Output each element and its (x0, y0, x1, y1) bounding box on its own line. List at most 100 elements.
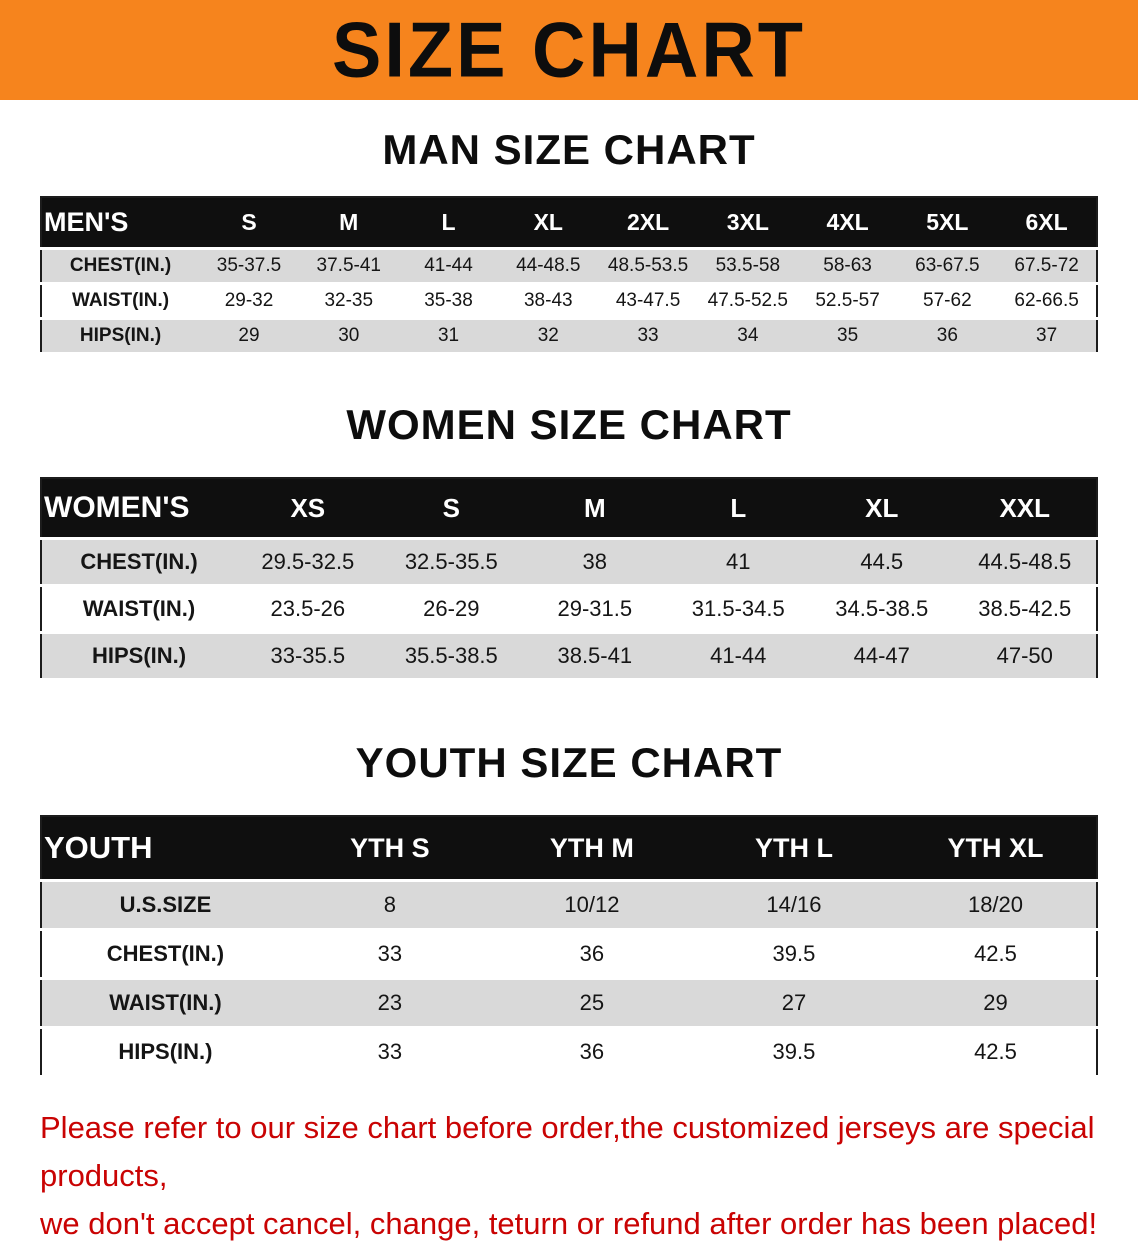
size-value: 35 (797, 318, 898, 355)
banner-title: SIZE CHART (332, 5, 806, 94)
table-title-cell: MEN'S (41, 197, 200, 250)
table-row: WAIST(IN.) 29-32 32-35 35-38 38-43 43-47.5 47.… (41, 283, 1097, 320)
row-label: U.S.SIZE (41, 880, 289, 931)
table-row: CHEST(IN.) 29.5-32.5 32.5-35.5 38 41 44.5 44.5… (41, 538, 1097, 587)
size-value: 35-37.5 (199, 248, 299, 285)
size-value: 42.5 (894, 929, 1097, 980)
youth-size-table: YOUTH YTH S YTH M YTH L YTH XL U.S.SIZE 8 10/12… (40, 815, 1098, 1078)
table-title-cell: WOMEN'S (41, 478, 237, 540)
row-label: HIPS(IN.) (41, 318, 200, 355)
size-value: 33 (288, 929, 491, 980)
size-chart-banner: SIZE CHART (0, 0, 1138, 100)
size-value: 44-47 (810, 632, 954, 681)
size-column-header: 6XL (997, 197, 1097, 250)
table-row: CHEST(IN.) 33 36 39.5 42.5 (41, 929, 1097, 980)
size-value: 62-66.5 (997, 283, 1097, 320)
size-value: 38.5-41 (523, 632, 667, 681)
row-label: CHEST(IN.) (41, 248, 200, 285)
size-value: 38.5-42.5 (953, 585, 1097, 634)
size-value: 41-44 (666, 632, 811, 681)
size-column-header: YTH XL (894, 816, 1097, 882)
row-label: HIPS(IN.) (41, 1027, 289, 1078)
size-column-header: XL (498, 197, 599, 250)
table-row: WAIST(IN.) 23 25 27 29 (41, 978, 1097, 1029)
table-header-row: MEN'S S M L XL 2XL 3XL 4XL 5XL 6XL (41, 197, 1097, 250)
size-value: 53.5-58 (697, 248, 798, 285)
size-column-header: YTH S (288, 816, 491, 882)
size-value: 41 (666, 538, 811, 587)
disclaimer-note: Please refer to our size chart before or… (40, 1104, 1100, 1248)
men-size-table: MEN'S S M L XL 2XL 3XL 4XL 5XL 6XL CHEST(IN.) 35-37… (40, 196, 1098, 355)
size-value: 29 (894, 978, 1097, 1029)
size-value: 42.5 (894, 1027, 1097, 1078)
size-value: 67.5-72 (997, 248, 1097, 285)
table-row: CHEST(IN.) 35-37.5 37.5-41 41-44 44-48.5 48.5… (41, 248, 1097, 285)
size-column-header: M (298, 197, 399, 250)
size-value: 36 (897, 318, 998, 355)
size-value: 63-67.5 (897, 248, 998, 285)
size-value: 47-50 (953, 632, 1097, 681)
size-value: 34.5-38.5 (810, 585, 954, 634)
row-label: WAIST(IN.) (41, 585, 237, 634)
size-column-header: 3XL (697, 197, 798, 250)
size-value: 14/16 (692, 880, 895, 931)
size-value: 8 (288, 880, 491, 931)
row-label: HIPS(IN.) (41, 632, 237, 681)
size-column-header: 2XL (598, 197, 698, 250)
table-title-cell: YOUTH (41, 816, 289, 882)
size-value: 29.5-32.5 (236, 538, 380, 587)
size-value: 44-48.5 (498, 248, 599, 285)
size-value: 58-63 (797, 248, 898, 285)
size-value: 27 (692, 978, 895, 1029)
table-header-row: WOMEN'S XS S M L XL XXL (41, 478, 1097, 540)
row-label: CHEST(IN.) (41, 538, 237, 587)
table-row: HIPS(IN.) 33 36 39.5 42.5 (41, 1027, 1097, 1078)
size-value: 33-35.5 (236, 632, 380, 681)
size-value: 30 (298, 318, 399, 355)
men-section-heading: MAN SIZE CHART (382, 126, 756, 173)
size-value: 26-29 (379, 585, 524, 634)
size-column-header: XXL (953, 478, 1097, 540)
size-column-header: S (199, 197, 299, 250)
size-value: 31.5-34.5 (666, 585, 811, 634)
disclaimer-line-1: Please refer to our size chart before or… (40, 1110, 1095, 1194)
size-value: 36 (490, 929, 693, 980)
size-value: 35-38 (398, 283, 499, 320)
size-value: 39.5 (692, 929, 895, 980)
size-column-header: M (523, 478, 667, 540)
size-value: 31 (398, 318, 499, 355)
size-value: 37.5-41 (298, 248, 399, 285)
size-column-header: 5XL (897, 197, 998, 250)
size-value: 41-44 (398, 248, 499, 285)
youth-section-heading: YOUTH SIZE CHART (355, 739, 783, 786)
size-column-header: 4XL (797, 197, 898, 250)
row-label: WAIST(IN.) (41, 978, 289, 1029)
size-value: 33 (288, 1027, 491, 1078)
size-column-header: YTH L (692, 816, 895, 882)
size-value: 35.5-38.5 (379, 632, 524, 681)
size-value: 23.5-26 (236, 585, 380, 634)
size-value: 25 (490, 978, 693, 1029)
size-column-header: L (666, 478, 811, 540)
size-value: 29-32 (199, 283, 299, 320)
size-value: 32 (498, 318, 599, 355)
row-label: WAIST(IN.) (41, 283, 200, 320)
table-row: U.S.SIZE 8 10/12 14/16 18/20 (41, 880, 1097, 931)
row-label: CHEST(IN.) (41, 929, 289, 980)
size-value: 10/12 (490, 880, 693, 931)
size-value: 32.5-35.5 (379, 538, 524, 587)
table-header-row: YOUTH YTH S YTH M YTH L YTH XL (41, 816, 1097, 882)
women-size-table: WOMEN'S XS S M L XL XXL CHEST(IN.) 29.5-32.5 32.5… (40, 477, 1098, 681)
size-value: 37 (997, 318, 1097, 355)
size-column-header: L (398, 197, 499, 250)
size-value: 57-62 (897, 283, 998, 320)
table-row: WAIST(IN.) 23.5-26 26-29 29-31.5 31.5-34.5 34… (41, 585, 1097, 634)
size-value: 33 (598, 318, 698, 355)
table-row: HIPS(IN.) 29 30 31 32 33 34 35 36 37 (41, 318, 1097, 355)
size-column-header: YTH M (490, 816, 693, 882)
size-value: 52.5-57 (797, 283, 898, 320)
size-value: 38 (523, 538, 667, 587)
size-value: 44.5-48.5 (953, 538, 1097, 587)
size-column-header: XL (810, 478, 954, 540)
size-value: 23 (288, 978, 491, 1029)
